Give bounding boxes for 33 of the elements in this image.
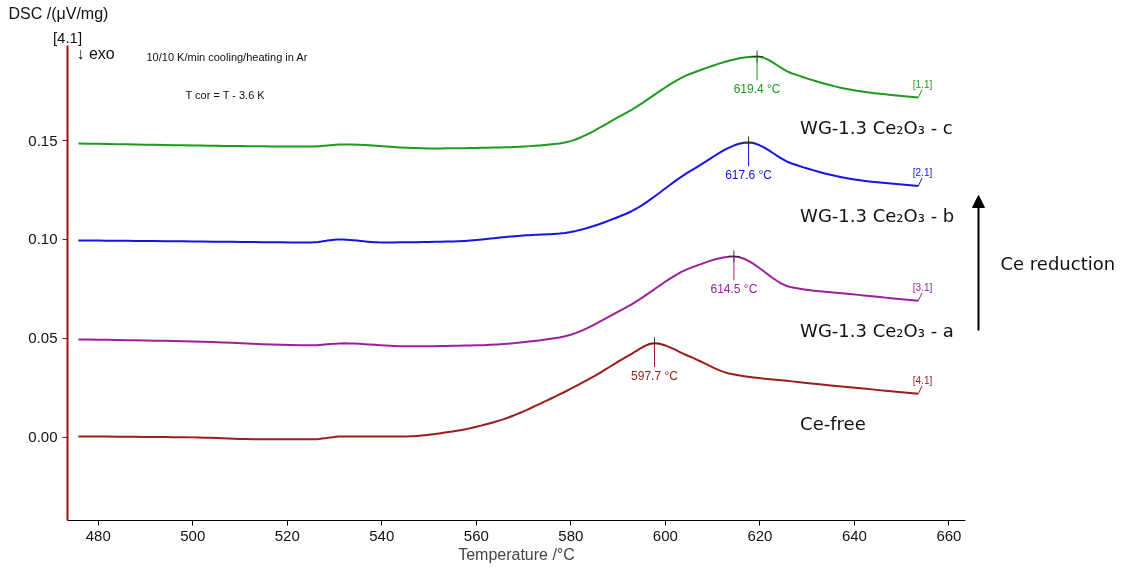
annotation: [1.1] bbox=[912, 78, 933, 90]
legend-label: WG-1.3 Ce₂O₃ - a bbox=[800, 320, 954, 341]
annotation: [4.1] bbox=[912, 374, 933, 386]
x-tick-label: 540 bbox=[369, 526, 395, 544]
annotation: [4.1] bbox=[52, 29, 83, 46]
x-tick-label: 500 bbox=[180, 526, 206, 544]
x-tick-label: 580 bbox=[558, 526, 584, 544]
text: Ce reduction bbox=[1000, 253, 1116, 274]
x-tick-label: 560 bbox=[463, 526, 489, 544]
y-tick-label: 0.05 bbox=[28, 329, 58, 347]
annotation: 614.5 °C bbox=[710, 282, 758, 297]
annotation: 597.7 °C bbox=[631, 369, 679, 384]
annotation: T cor = T - 3.6 K bbox=[185, 88, 266, 101]
x-tick-label: 660 bbox=[936, 526, 962, 544]
y-axis-title: DSC /(μV/mg) bbox=[8, 5, 109, 22]
y-tick-label: 0.00 bbox=[28, 428, 58, 446]
x-tick-label: 520 bbox=[274, 526, 300, 544]
legend-label: WG-1.3 Ce₂O₃ - c bbox=[800, 116, 953, 138]
series-label: Ce-free bbox=[800, 413, 866, 435]
annotation: [3.1] bbox=[912, 281, 933, 293]
x-axis-title: Temperature /°C bbox=[458, 545, 575, 563]
x-tick-label: 600 bbox=[652, 526, 678, 544]
x-tick-label: 640 bbox=[841, 526, 867, 544]
x-tick-label: 480 bbox=[85, 526, 111, 544]
legend-label: WG-1.3 Ce₂O₃ - b bbox=[800, 205, 955, 227]
annotation: ↓ exo bbox=[76, 45, 115, 62]
annotation: 619.4 °C bbox=[733, 82, 781, 97]
annotation: [2.1] bbox=[912, 167, 933, 179]
annotation: 10/10 K/min cooling/heating in Ar bbox=[146, 50, 308, 63]
x-tick-label: 620 bbox=[747, 526, 773, 544]
annotation: 617.6 °C bbox=[725, 168, 773, 183]
y-tick-label: 0.15 bbox=[28, 131, 58, 149]
y-tick-label: 0.10 bbox=[28, 230, 58, 248]
